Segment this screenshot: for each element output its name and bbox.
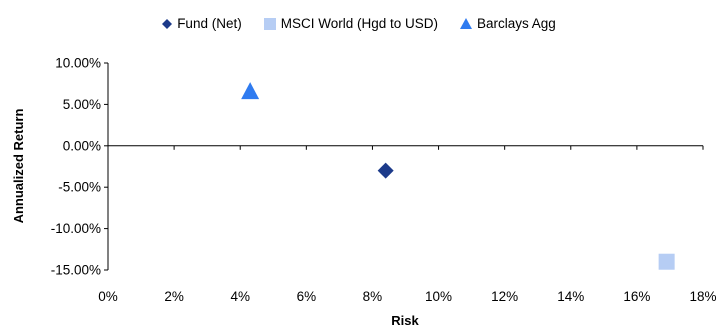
- legend-item-msci: MSCI World (Hgd to USD): [263, 16, 438, 31]
- fund-net-point: [377, 162, 394, 179]
- x-tick-label: 4%: [230, 289, 250, 304]
- legend-label-msci: MSCI World (Hgd to USD): [280, 16, 438, 31]
- y-tick-label: 0.00%: [63, 138, 101, 153]
- x-axis-title: Risk: [391, 313, 419, 328]
- square-marker-icon: [263, 17, 276, 30]
- legend-label-fund: Fund (Net): [177, 16, 242, 31]
- x-tick-labels: 0% 2% 4% 6% 8% 10% 12% 14% 16% 18%: [98, 289, 716, 304]
- x-tick-label: 2%: [164, 289, 184, 304]
- data-points: [241, 82, 675, 270]
- msci-world-point: [658, 253, 675, 270]
- chart-axes: [104, 62, 704, 271]
- y-tick-label: 10.00%: [55, 56, 101, 71]
- y-tick-label: -10.00%: [51, 221, 101, 236]
- y-axis-title: Annualized Return: [11, 109, 26, 224]
- x-tick-label: 16%: [623, 289, 650, 304]
- legend-item-barclays: Barclays Agg: [460, 16, 556, 31]
- x-tick-label: 10%: [425, 289, 452, 304]
- y-tick-label: 5.00%: [63, 97, 101, 112]
- x-tick-label: 12%: [491, 289, 518, 304]
- x-tick-label: 18%: [689, 289, 716, 304]
- legend-label-barclays: Barclays Agg: [477, 16, 556, 31]
- chart-legend: Fund (Net) MSCI World (Hgd to USD) Barcl…: [0, 16, 718, 31]
- y-tick-labels: 10.00% 5.00% 0.00% -5.00% -10.00% -15.00%: [51, 56, 101, 278]
- x-tick-label: 14%: [557, 289, 584, 304]
- x-tick-label: 0%: [98, 289, 118, 304]
- y-tick-label: -5.00%: [58, 180, 101, 195]
- barclays-agg-point: [241, 82, 260, 100]
- x-tick-label: 6%: [297, 289, 317, 304]
- legend-item-fund: Fund (Net): [162, 16, 242, 31]
- diamond-marker-icon: [162, 18, 173, 29]
- y-tick-label: -15.00%: [51, 263, 101, 278]
- x-tick-label: 8%: [363, 289, 383, 304]
- triangle-marker-icon: [460, 18, 472, 29]
